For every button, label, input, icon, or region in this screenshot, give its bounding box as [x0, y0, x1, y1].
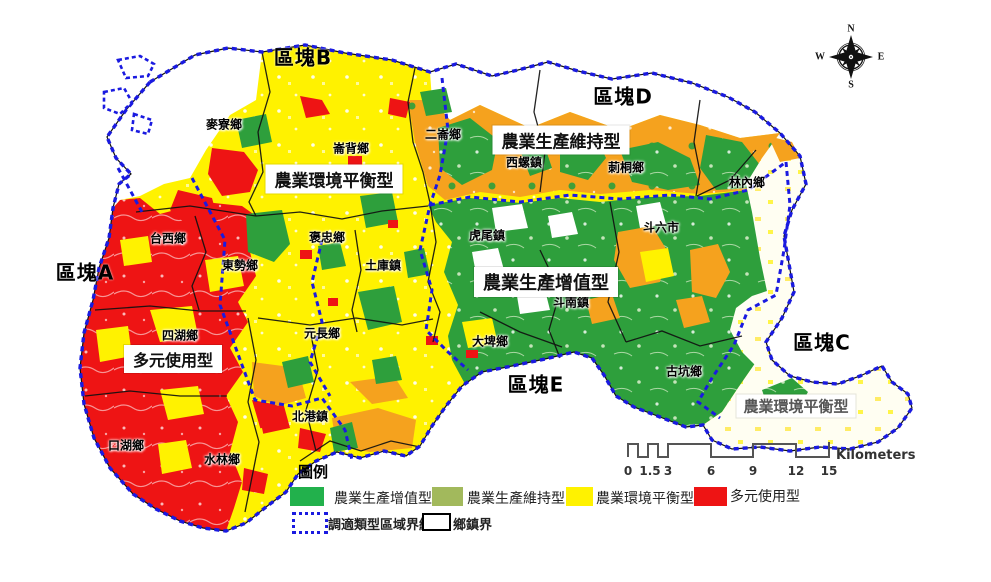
- block-label-e: 區塊E: [507, 372, 565, 397]
- township-label: 四湖鄉: [161, 328, 199, 343]
- legend-swatch-balance: [566, 487, 593, 506]
- legend-swatch-township-boundary: [422, 513, 451, 531]
- township-label: 元長鄉: [303, 326, 341, 341]
- township-label: 古坑鄉: [665, 364, 703, 379]
- block-label-d: 區塊D: [593, 84, 653, 109]
- legend-swatch-multiuse: [694, 487, 727, 506]
- block-label-c: 區塊C: [793, 330, 851, 355]
- township-label: 麥寮鄉: [205, 117, 243, 132]
- township-label: 大埤鄉: [471, 334, 509, 349]
- township-label: 林內鄉: [728, 175, 766, 190]
- scale-tick: 6: [706, 464, 716, 478]
- zone-type-label-increase: 農業生產增值型: [474, 267, 618, 297]
- compass-rose-icon: [829, 35, 873, 79]
- scale-unit-label: Kilometers: [836, 448, 916, 463]
- scale-bar: [627, 442, 830, 458]
- adaptation-zone-boundary-lines: [116, 77, 792, 461]
- township-label: 斗六市: [642, 220, 680, 235]
- township-label: 莿桐鄉: [607, 160, 645, 175]
- township-label: 台西鄉: [149, 231, 187, 246]
- township-label: 二崙鄉: [424, 127, 462, 142]
- township-label: 虎尾鎮: [468, 228, 506, 243]
- township-label: 西螺鎮: [505, 155, 543, 170]
- township-label: 斗南鎮: [552, 295, 590, 310]
- scattered-patches-layer: [170, 88, 478, 452]
- zone-type-label-maintain: 農業生產維持型: [492, 125, 630, 155]
- compass-w-label: W: [815, 51, 825, 63]
- zone-type-label-balance-east: 農業環境平衡型: [736, 394, 856, 418]
- zone-type-label-multiuse: 多元使用型: [123, 345, 223, 373]
- township-label: 水林鄉: [203, 452, 241, 467]
- township-label: 土庫鎮: [364, 258, 402, 273]
- legend-label-township-boundary: 鄉鎮界: [453, 518, 493, 533]
- compass-e-label: E: [877, 51, 885, 63]
- legend-label-adaptation-boundary: 調適類型區域界線: [328, 518, 433, 533]
- scale-tick: 9: [748, 464, 758, 478]
- legend-label-balance: 農業環境平衡型: [596, 491, 694, 507]
- county-outline: [78, 43, 914, 533]
- legend-swatch-increase: [290, 487, 324, 506]
- legend-swatch-adaptation-boundary: [292, 512, 328, 534]
- scale-tick: 15: [820, 464, 838, 478]
- township-label: 褒忠鄉: [308, 230, 346, 245]
- township-label: 口湖鄉: [107, 438, 145, 453]
- scale-tick: 12: [787, 464, 805, 478]
- township-label: 崙背鄉: [332, 141, 370, 156]
- legend-label-increase: 農業生產增值型: [334, 491, 432, 507]
- township-label: 北港鎮: [291, 409, 329, 424]
- legend-swatch-maintain: [432, 487, 463, 506]
- compass-n-label: N: [847, 23, 855, 35]
- scale-tick: 0: [623, 464, 633, 478]
- block-label-a: 區塊A: [55, 260, 115, 285]
- township-label: 東勢鄉: [221, 258, 259, 273]
- legend-title: 圖例: [298, 463, 329, 481]
- scale-tick: 3: [663, 464, 673, 478]
- block-label-b: 區塊B: [273, 45, 333, 70]
- zone-type-label-balance-west: 農業環境平衡型: [265, 164, 403, 194]
- scale-tick: 1.5: [639, 464, 661, 478]
- offshore-islets: [102, 54, 156, 136]
- legend-label-multiuse: 多元使用型: [730, 489, 800, 505]
- compass-s-label: S: [848, 79, 854, 91]
- legend-label-maintain: 農業生產維持型: [467, 491, 565, 507]
